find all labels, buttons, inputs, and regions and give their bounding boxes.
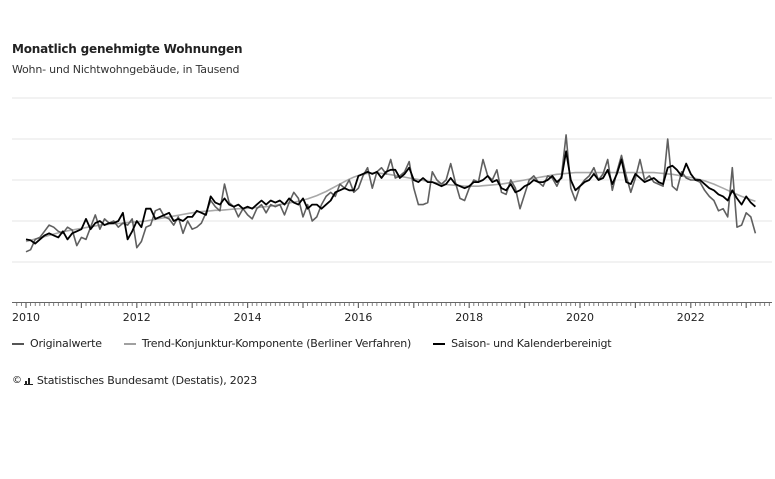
legend-label-seasonal: Saison- und Kalenderbereinigt <box>451 337 612 350</box>
gridlines <box>12 97 772 263</box>
legend-swatch-original <box>12 342 24 345</box>
source-note: © Statistisches Bundesamt (Destatis), 20… <box>12 374 257 387</box>
copyright-symbol: © <box>12 375 22 386</box>
x-tick-label: 2016 <box>344 311 372 324</box>
source-text: Statistisches Bundesamt (Destatis), 2023 <box>36 374 257 387</box>
x-tick-labels: 2010 2012 2014 2016 2018 2020 2022 <box>12 311 705 324</box>
legend-item-seasonal: Saison- und Kalenderbereinigt <box>433 337 612 350</box>
x-tick-label: 2010 <box>12 311 40 324</box>
destatis-logo-icon <box>23 376 33 385</box>
copyright-icon: © <box>12 375 33 386</box>
legend-item-original: Originalwerte <box>12 337 102 350</box>
legend-swatch-seasonal <box>433 342 446 345</box>
x-tick-label: 2014 <box>234 311 262 324</box>
legend-item-trend: Trend-Konjunktur-Komponente (Berliner Ve… <box>123 337 412 350</box>
line-chart: 2010 2012 2014 2016 2018 2020 2022 <box>12 97 772 324</box>
chart-title: Monatlich genehmigte Wohnungen <box>12 42 243 56</box>
trend-line <box>25 171 756 243</box>
series-lines <box>25 134 757 253</box>
legend-label-trend: Trend-Konjunktur-Komponente (Berliner Ve… <box>141 337 412 350</box>
x-tick-label: 2012 <box>123 311 151 324</box>
original-line <box>25 134 757 253</box>
x-tick-label: 2022 <box>677 311 705 324</box>
legend-swatch-trend <box>123 342 136 345</box>
legend: Originalwerte Trend-Konjunktur-Komponent… <box>12 337 633 350</box>
legend-label-original: Originalwerte <box>30 337 102 350</box>
x-tick-label: 2018 <box>455 311 483 324</box>
x-tick-label: 2020 <box>566 311 594 324</box>
seasonal-adjusted-line <box>25 150 756 245</box>
x-axis <box>12 302 772 308</box>
chart-subtitle: Wohn- und Nichtwohngebäude, in Tausend <box>12 63 240 76</box>
